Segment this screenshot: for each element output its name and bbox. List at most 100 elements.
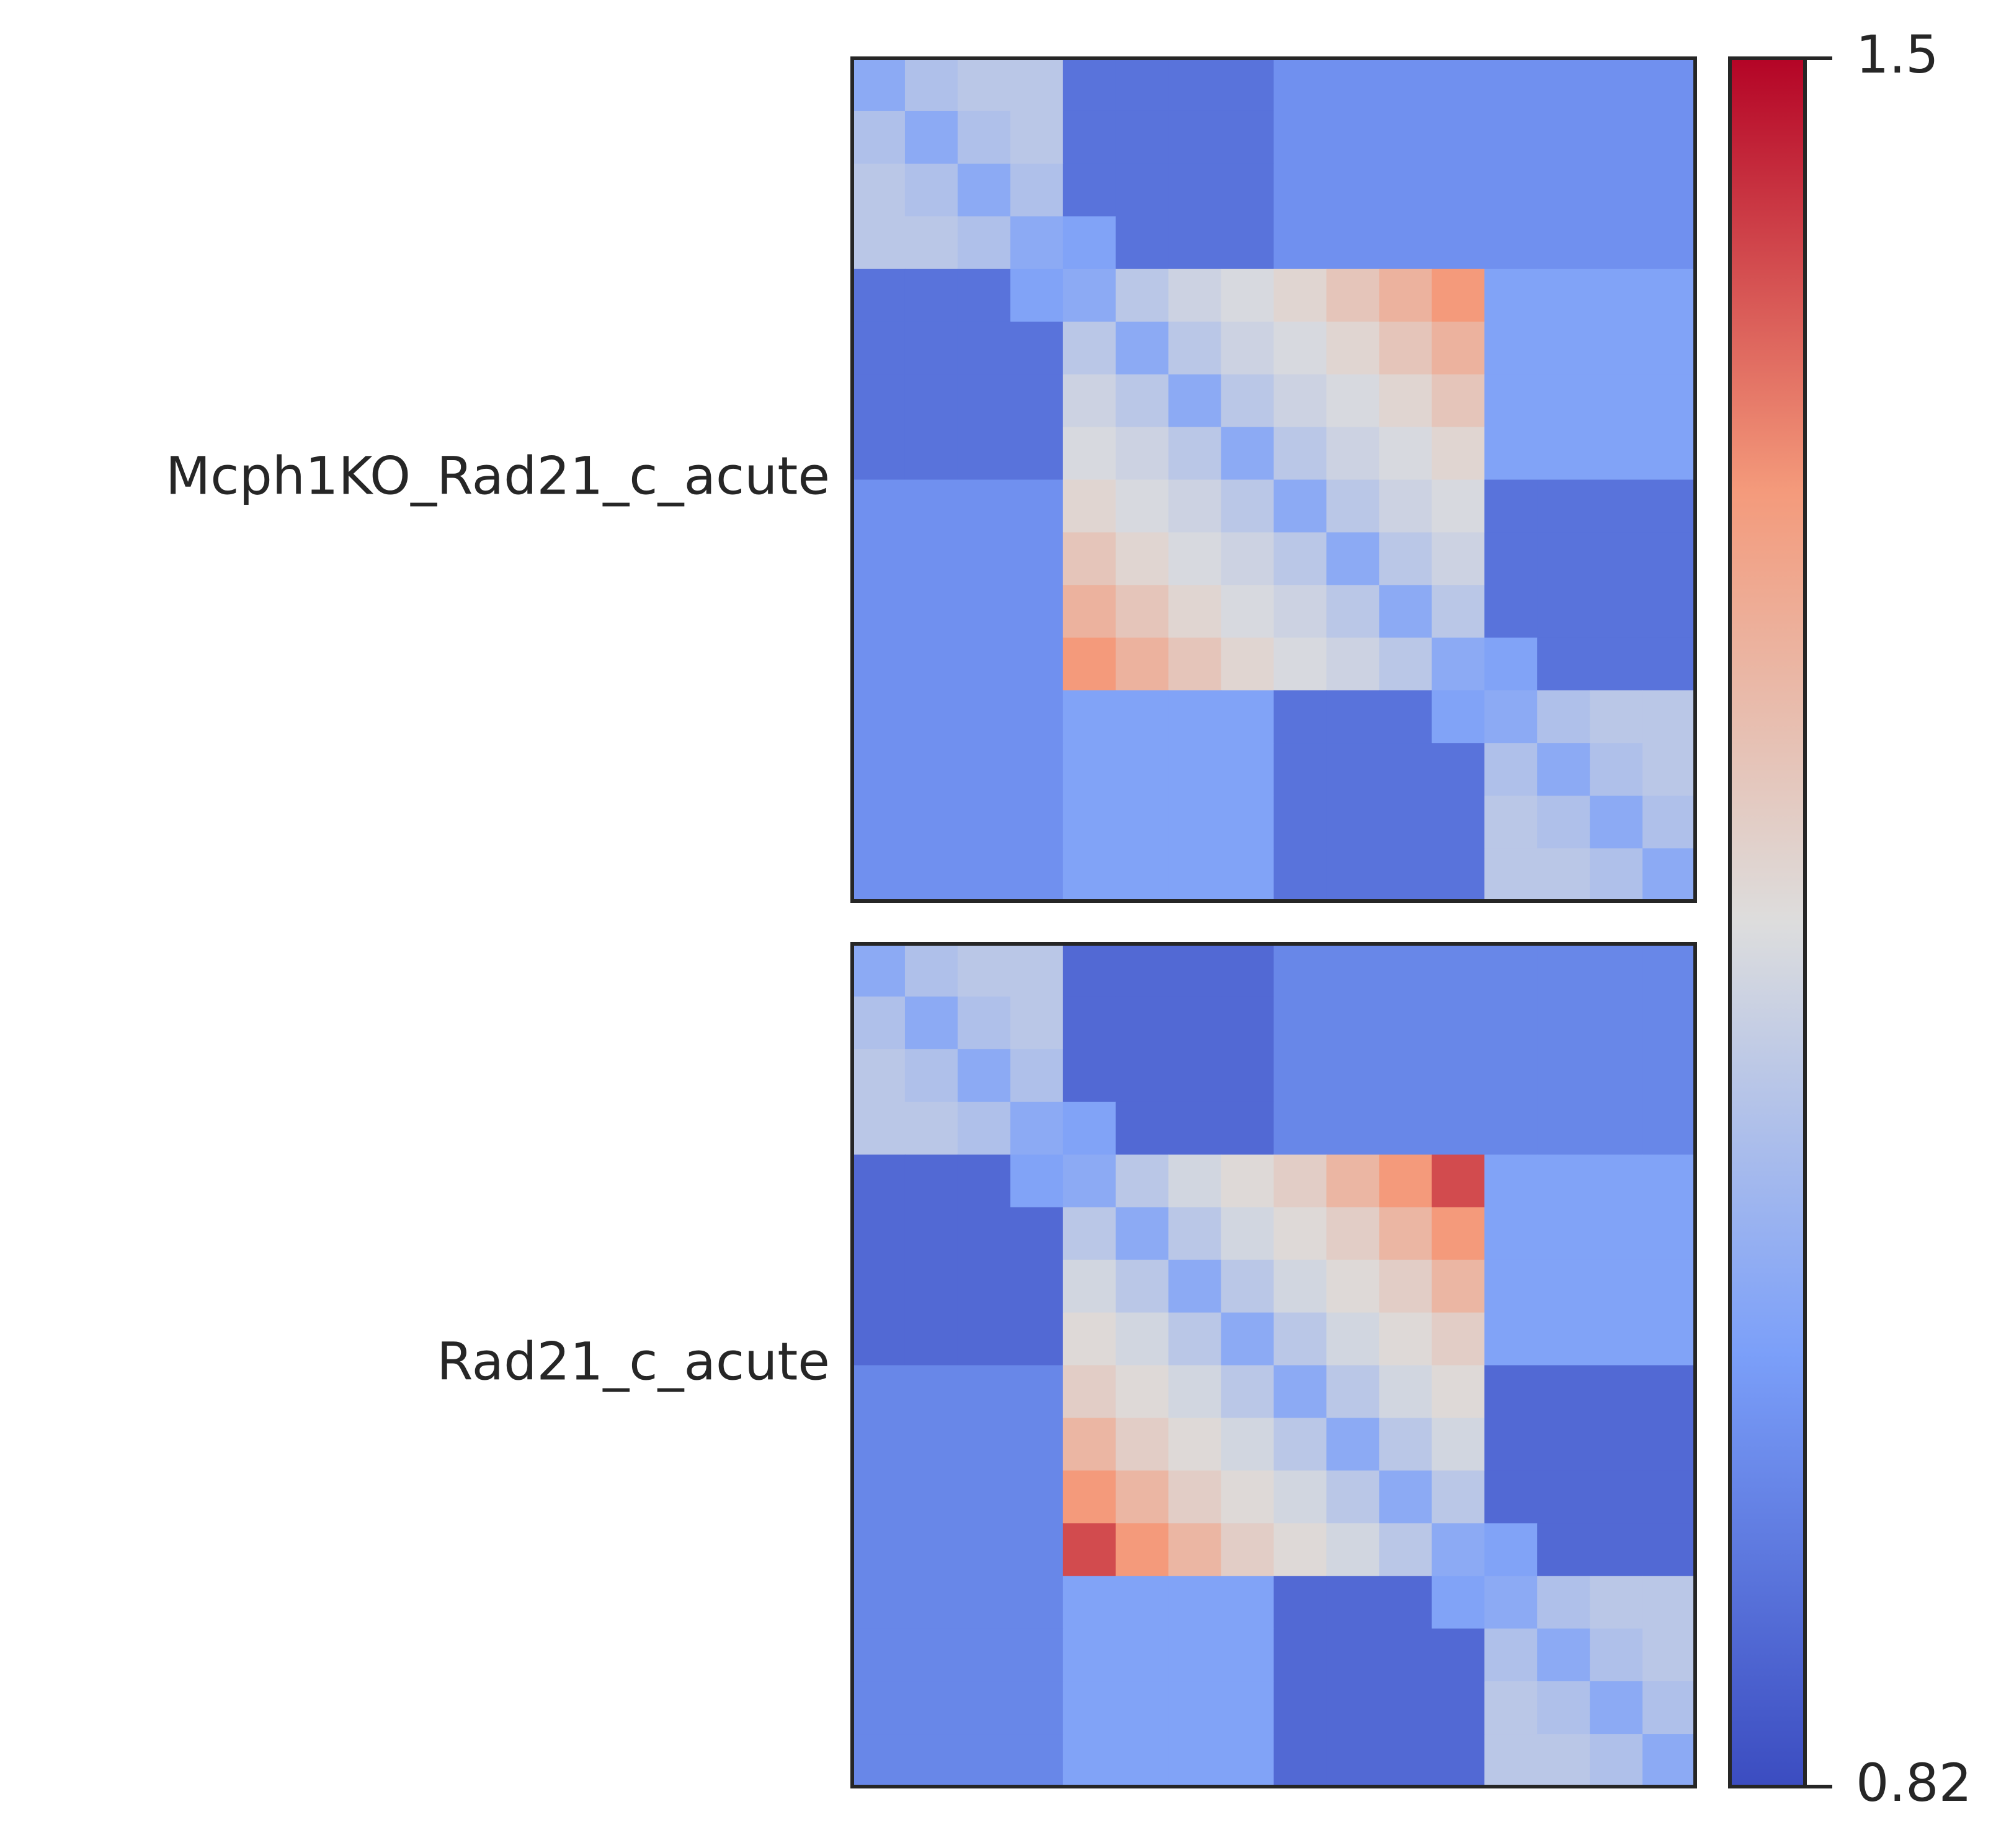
- heatmap-cell: [957, 269, 1011, 322]
- heatmap-cell: [1432, 796, 1485, 849]
- heatmap-cell: [852, 374, 906, 428]
- heatmap-cell: [1221, 269, 1275, 322]
- heatmap-cell: [1432, 1101, 1485, 1155]
- heatmap-cell: [1010, 690, 1064, 744]
- heatmap-cell: [1273, 532, 1327, 585]
- heatmap-cell: [1063, 374, 1116, 428]
- heatmap-cell: [1484, 1523, 1538, 1576]
- heatmap-cell: [1063, 796, 1116, 849]
- heatmap-cell: [904, 1628, 958, 1682]
- heatmap-cell: [1484, 1365, 1538, 1419]
- heatmap-cell: [1590, 1681, 1643, 1735]
- heatmap-cell: [1063, 585, 1116, 638]
- heatmap-cell: [957, 996, 1011, 1050]
- heatmap-cell: [1326, 1418, 1379, 1471]
- heatmap-cell: [1326, 479, 1379, 533]
- heatmap-cell: [957, 321, 1011, 375]
- heatmap-cell: [1115, 269, 1169, 322]
- heatmap-cell: [1326, 848, 1379, 902]
- heatmap-cell: [1590, 1523, 1643, 1576]
- heatmap-cell: [1326, 110, 1379, 164]
- heatmap-cell: [904, 743, 958, 796]
- heatmap-cell: [1484, 1628, 1538, 1682]
- heatmap-cell: [852, 637, 906, 691]
- heatmap-cell: [1063, 1418, 1116, 1471]
- heatmap-cell: [1010, 637, 1064, 691]
- heatmap-cell: [904, 690, 958, 744]
- heatmap-cell: [852, 479, 906, 533]
- heatmap-cell: [1326, 1681, 1379, 1735]
- heatmap-cell: [1115, 1418, 1169, 1471]
- heatmap-cell: [1063, 1628, 1116, 1682]
- heatmap-cell: [1326, 996, 1379, 1050]
- heatmap-cell: [1537, 743, 1590, 796]
- heatmap-cell: [1115, 1734, 1169, 1787]
- heatmap-cell: [1326, 321, 1379, 375]
- heatmap-cell: [852, 944, 906, 997]
- heatmap-cell: [904, 1470, 958, 1524]
- heatmap-cell: [904, 163, 958, 217]
- heatmap-cell: [1010, 1049, 1064, 1103]
- heatmap-cell: [1379, 743, 1432, 796]
- heatmap-cell: [1115, 1312, 1169, 1366]
- heatmap-cell: [1063, 1312, 1116, 1366]
- heatmap-cell: [1273, 1418, 1327, 1471]
- heatmap-cell: [1379, 58, 1432, 112]
- heatmap-cell: [1273, 1101, 1327, 1155]
- heatmap-cell: [904, 1576, 958, 1629]
- heatmap-cell: [957, 743, 1011, 796]
- heatmap-cell: [1063, 743, 1116, 796]
- heatmap-cell: [1432, 1470, 1485, 1524]
- heatmap-cell: [1590, 1628, 1643, 1682]
- heatmap-cell: [1221, 1576, 1275, 1629]
- heatmap-cell: [1590, 1576, 1643, 1629]
- heatmap-cell: [1010, 796, 1064, 849]
- heatmap-cell: [1063, 944, 1116, 997]
- heatmap-cell: [1168, 110, 1222, 164]
- heatmap-cell: [1063, 163, 1116, 217]
- heatmap-cell: [1168, 163, 1222, 217]
- heatmap-cell: [1273, 1576, 1327, 1629]
- heatmap-cell: [1432, 1576, 1485, 1629]
- heatmap-cell: [1115, 427, 1169, 481]
- heatmap-cell: [1273, 996, 1327, 1050]
- heatmap-cell: [1642, 637, 1696, 691]
- heatmap-cell: [1642, 269, 1696, 322]
- heatmap-cell: [1590, 1154, 1643, 1208]
- heatmap-cell: [852, 690, 906, 744]
- heatmap-cell: [1115, 321, 1169, 375]
- heatmap-cell: [1063, 1576, 1116, 1629]
- heatmap-cell: [1326, 637, 1379, 691]
- heatmap-cell: [1273, 321, 1327, 375]
- heatmap-cell: [1168, 321, 1222, 375]
- heatmap-cell: [904, 58, 958, 112]
- heatmap-cell: [1484, 1681, 1538, 1735]
- heatmap-cell: [1484, 1470, 1538, 1524]
- heatmap-cell: [1115, 690, 1169, 744]
- heatmap-cell: [1063, 996, 1116, 1050]
- heatmap-cell: [904, 1154, 958, 1208]
- heatmap-cell: [1010, 1418, 1064, 1471]
- heatmap-cell: [1642, 585, 1696, 638]
- heatmap-cell: [904, 479, 958, 533]
- heatmap-cell: [1063, 532, 1116, 585]
- heatmap-cell: [1168, 848, 1222, 902]
- heatmap-cell: [1168, 269, 1222, 322]
- heatmap-cell: [1010, 1470, 1064, 1524]
- heatmap-cell: [1432, 110, 1485, 164]
- heatmap-cell: [957, 1681, 1011, 1735]
- heatmap-cell: [1221, 321, 1275, 375]
- heatmap-cell: [1115, 1523, 1169, 1576]
- heatmap-cell: [957, 479, 1011, 533]
- heatmap-cell: [852, 58, 906, 112]
- heatmap-cell: [1063, 690, 1116, 744]
- heatmap-cell: [1115, 532, 1169, 585]
- heatmap-cell: [1432, 1049, 1485, 1103]
- heatmap-cell: [1379, 944, 1432, 997]
- heatmap-cell: [1010, 996, 1064, 1050]
- heatmap-cell: [852, 1681, 906, 1735]
- heatmap-cell: [1063, 216, 1116, 270]
- heatmap-cell: [1221, 1418, 1275, 1471]
- heatmap-cell: [1010, 269, 1064, 322]
